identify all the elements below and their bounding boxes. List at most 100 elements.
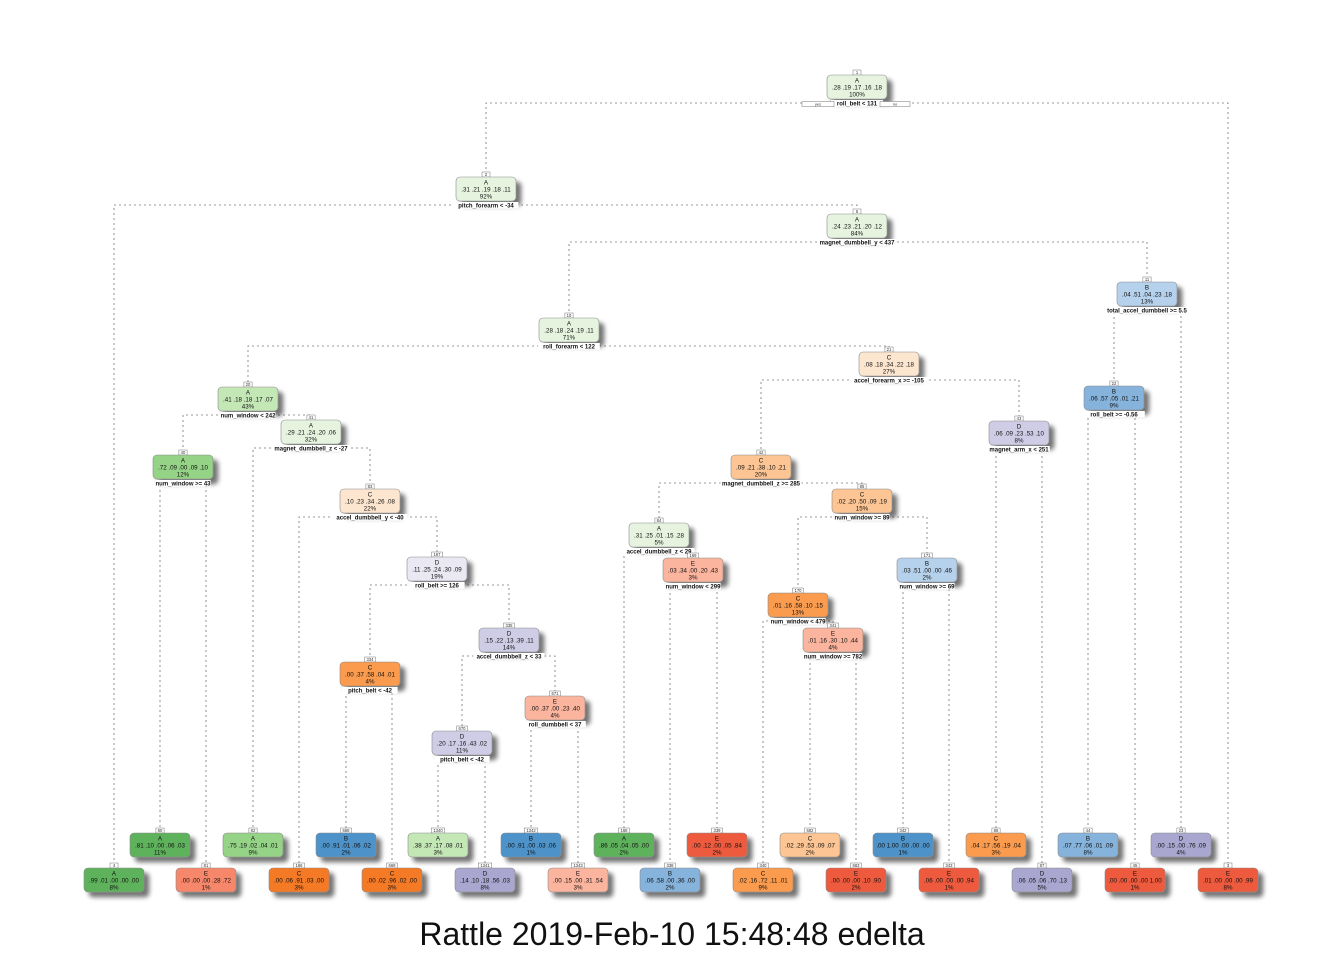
node-probabilities: .20 .17 .16 .43 .02: [437, 741, 487, 748]
node-box: [802, 627, 864, 653]
node-probabilities: .06 .09 .23 .53 .10: [994, 431, 1044, 438]
node-class: E: [947, 871, 951, 878]
node-box: [407, 832, 469, 858]
split-label-bg: [720, 480, 802, 487]
node-probabilities: .00 .00 .00 .28 .72: [181, 878, 231, 885]
node-number: 683: [853, 863, 861, 868]
split-label-bg: [770, 618, 826, 625]
node-class: D: [460, 734, 465, 741]
node-probabilities: .00 .02 .96 .02 .00: [367, 878, 417, 885]
node-class: A: [251, 836, 256, 843]
node-box: [406, 556, 468, 582]
node-number: 668: [343, 828, 351, 833]
node-box: [1116, 281, 1178, 307]
tree-edge-169-339: [693, 585, 718, 829]
tree-node-339: 339 E.00 .12 .00 .05 .842%: [686, 828, 748, 858]
node-number: 334: [367, 657, 375, 662]
node-class: E: [1133, 871, 1137, 878]
split-label-bg: [818, 239, 896, 246]
node-class: A: [484, 180, 489, 187]
split-rule: accel_dumbbell_z < 29: [627, 549, 693, 555]
node-class: B: [1112, 389, 1116, 396]
node-box: [831, 488, 893, 514]
node-class: D: [1040, 871, 1045, 878]
tree-node-1343: 1343 E.00 .15 .00 .31 .543%: [547, 863, 609, 893]
tree-node-343: 343 E.06 .00 .00 .00 .941%: [918, 863, 980, 893]
node-number: 338: [667, 863, 675, 868]
node-class: A: [246, 390, 251, 397]
tree-edge-21-42: [760, 379, 889, 451]
tree-node-671: 671 E.00 .37 .00 .23 .404% roll_dumbbell <…: [524, 691, 586, 728]
node-box: [538, 317, 600, 343]
split-label-bg: [342, 687, 398, 694]
node-number: 2: [485, 172, 488, 177]
tree-node-4: 4 A.99 .01 .00 .00 .008%: [83, 863, 145, 893]
node-box: [524, 695, 586, 721]
node-percent: 3%: [434, 850, 443, 857]
node-percent: 1%: [945, 885, 954, 892]
node-probabilities: .00 .37 .58 .04 .01: [345, 672, 395, 679]
node-box: [175, 867, 237, 893]
split-label-bg: [803, 653, 863, 660]
node-class: D: [507, 631, 512, 638]
node-percent: 11%: [154, 850, 166, 857]
split-rule: pitch_belt < -42: [440, 757, 485, 763]
tree-node-338: 338 B.06 .58 .00 .36 .002%: [639, 863, 701, 893]
node-percent: 19%: [431, 574, 444, 581]
node-class: A: [112, 871, 117, 878]
node-box: [1197, 867, 1259, 893]
tree-edge-2-4: [113, 204, 486, 864]
tree-edge-341-683: [833, 655, 857, 864]
node-number: 1341: [480, 863, 490, 868]
node-number: 335: [506, 623, 514, 628]
node-class: B: [925, 561, 929, 568]
tree-edge-341-682: [809, 655, 833, 829]
node-box: [1011, 867, 1073, 893]
node-percent: 2%: [923, 575, 932, 582]
split-label-bg: [1083, 411, 1145, 418]
node-box: [730, 454, 792, 480]
node-class: C: [761, 871, 766, 878]
tree-edges: [113, 102, 1229, 864]
node-number: 20: [246, 382, 251, 387]
node-box: [825, 867, 887, 893]
node-box: [268, 867, 330, 893]
node-probabilities: .11 .25 .24 .30 .09: [412, 567, 462, 574]
node-percent: 32%: [305, 437, 318, 444]
node-probabilities: .00 .06 .91 .03 .00: [274, 878, 324, 885]
node-number: 171: [924, 553, 932, 558]
node-percent: 22%: [364, 506, 377, 513]
node-number: 43: [1017, 416, 1022, 421]
node-probabilities: .03 .34 .00 .20 .43: [668, 568, 718, 575]
node-box: [826, 213, 888, 239]
node-probabilities: .00 .15 .00 .31 .54: [553, 878, 603, 885]
node-class: A: [567, 321, 572, 328]
tree-node-668: 668 B.00 .91 .01 .06 .022%: [315, 828, 377, 858]
node-class: C: [390, 871, 395, 878]
tree-edge-20-40: [182, 414, 248, 451]
split-rule: num_window < 479: [771, 619, 827, 625]
node-number: 82: [251, 828, 256, 833]
node-number: 44: [1086, 828, 1091, 833]
node-number: 85: [860, 484, 865, 489]
node-number: 671: [552, 691, 560, 696]
node-box: [826, 74, 888, 100]
node-box: [280, 419, 342, 445]
tree-node-1341: 1341 D.14 .10 .18 .56 .038%: [454, 863, 516, 893]
tree-edge-83-167: [370, 516, 438, 553]
node-class: C: [297, 871, 302, 878]
node-box: [965, 832, 1027, 858]
tree-node-3: 3 E.01 .00 .00 .00 .998%: [1197, 863, 1259, 893]
node-probabilities: .28 .19 .17 .16 .18: [832, 85, 882, 92]
node-percent: 20%: [755, 472, 768, 479]
tree-edge-43-86: [995, 448, 1019, 829]
split-label-bg: [272, 445, 350, 452]
node-number: 1342: [526, 828, 536, 833]
node-percent: 8%: [1015, 438, 1024, 445]
node-number: 4: [113, 863, 116, 868]
